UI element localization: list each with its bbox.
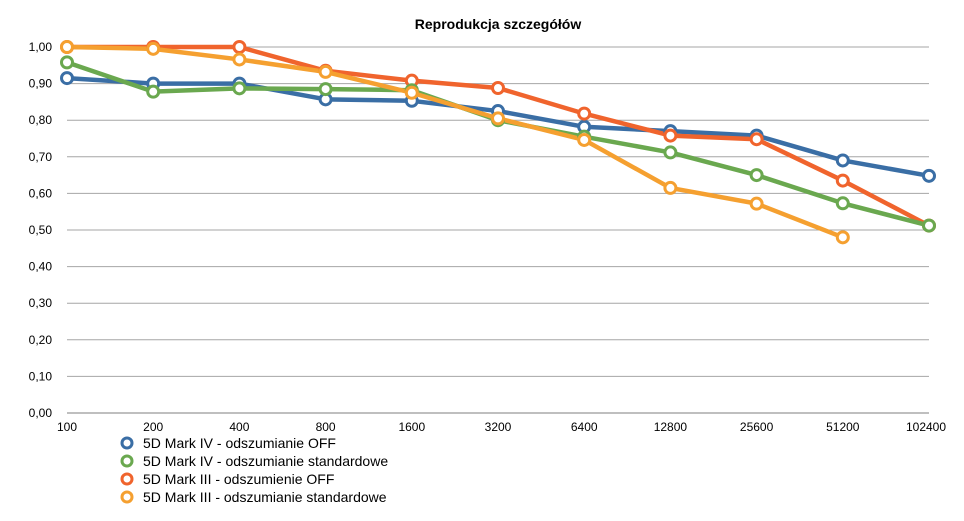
legend-marker — [120, 490, 134, 504]
legend-marker — [120, 472, 134, 486]
legend-label: 5D Mark III - odszumienie OFF — [143, 471, 334, 487]
data-point — [146, 41, 161, 56]
x-tick-label: 3200 — [485, 420, 512, 434]
data-point — [146, 84, 161, 99]
x-tick-label: 100 — [57, 420, 77, 434]
data-point — [663, 145, 678, 160]
data-point — [60, 55, 74, 70]
data-point — [749, 132, 764, 147]
x-tick-label: 400 — [229, 420, 249, 434]
data-point — [491, 80, 505, 95]
y-tick-label: 0,20 — [29, 333, 53, 347]
data-point — [663, 180, 678, 195]
x-tick-label: 25600 — [740, 420, 774, 434]
data-point — [749, 196, 764, 211]
y-tick-label: 0,50 — [29, 223, 53, 237]
data-point — [232, 52, 247, 67]
x-tick-label: 102400 — [906, 420, 946, 434]
grid-lines — [67, 46, 929, 414]
series-line — [64, 44, 846, 240]
data-point — [318, 64, 333, 79]
data-point — [835, 173, 850, 188]
data-point — [663, 128, 678, 143]
data-point — [922, 168, 936, 183]
data-point — [404, 85, 419, 100]
x-tick-label: 51200 — [826, 420, 860, 434]
legend-label: 5D Mark IV - odszumianie OFF — [143, 435, 336, 451]
data-point — [491, 111, 505, 126]
data-point — [749, 168, 764, 183]
data-point — [577, 106, 592, 121]
x-tick-label: 6400 — [571, 420, 598, 434]
y-tick-label: 0,70 — [29, 150, 53, 164]
y-tick-label: 0,30 — [29, 296, 53, 310]
x-tick-label: 800 — [316, 420, 336, 434]
y-axis-ticks: 0,00 0,10 0,20 0,30 0,40 0,50 0,60 0,70 0,80 0,90… — [29, 40, 53, 420]
data-point — [60, 71, 74, 86]
data-point — [232, 40, 247, 54]
x-tick-label: 1600 — [398, 420, 425, 434]
y-tick-label: 0,10 — [29, 369, 53, 383]
series-line — [64, 44, 932, 228]
data-point — [318, 82, 333, 97]
data-point — [835, 230, 850, 245]
data-point — [835, 196, 850, 211]
data-point — [922, 218, 936, 233]
x-tick-label: 12800 — [654, 420, 688, 434]
data-point — [60, 40, 74, 54]
data-point — [835, 153, 850, 168]
x-axis-ticks: 100 200 400 800 1600 3200 6400 12800 25600 51200 1… — [57, 420, 946, 434]
series-markers — [60, 40, 936, 245]
legend-label: 5D Mark IV - odszumianie standardowe — [143, 453, 388, 469]
data-point — [577, 132, 592, 147]
chart-title: Reprodukcja szczegółów — [415, 16, 582, 32]
legend-marker — [120, 436, 134, 450]
legend-label: 5D Mark III - odszumianie standardowe — [143, 489, 387, 505]
series-lines — [64, 44, 932, 240]
legend: 5D Mark IV - odszumianie OFF 5D Mark IV -… — [120, 435, 388, 505]
y-tick-label: 0,00 — [29, 406, 53, 420]
legend-marker — [120, 454, 134, 468]
x-tick-label: 200 — [143, 420, 163, 434]
y-tick-label: 0,40 — [29, 260, 53, 274]
y-tick-label: 0,60 — [29, 186, 53, 200]
y-tick-label: 0,80 — [29, 113, 53, 127]
y-tick-label: 0,90 — [29, 77, 53, 91]
data-point — [232, 81, 247, 96]
y-tick-label: 1,00 — [29, 40, 53, 54]
